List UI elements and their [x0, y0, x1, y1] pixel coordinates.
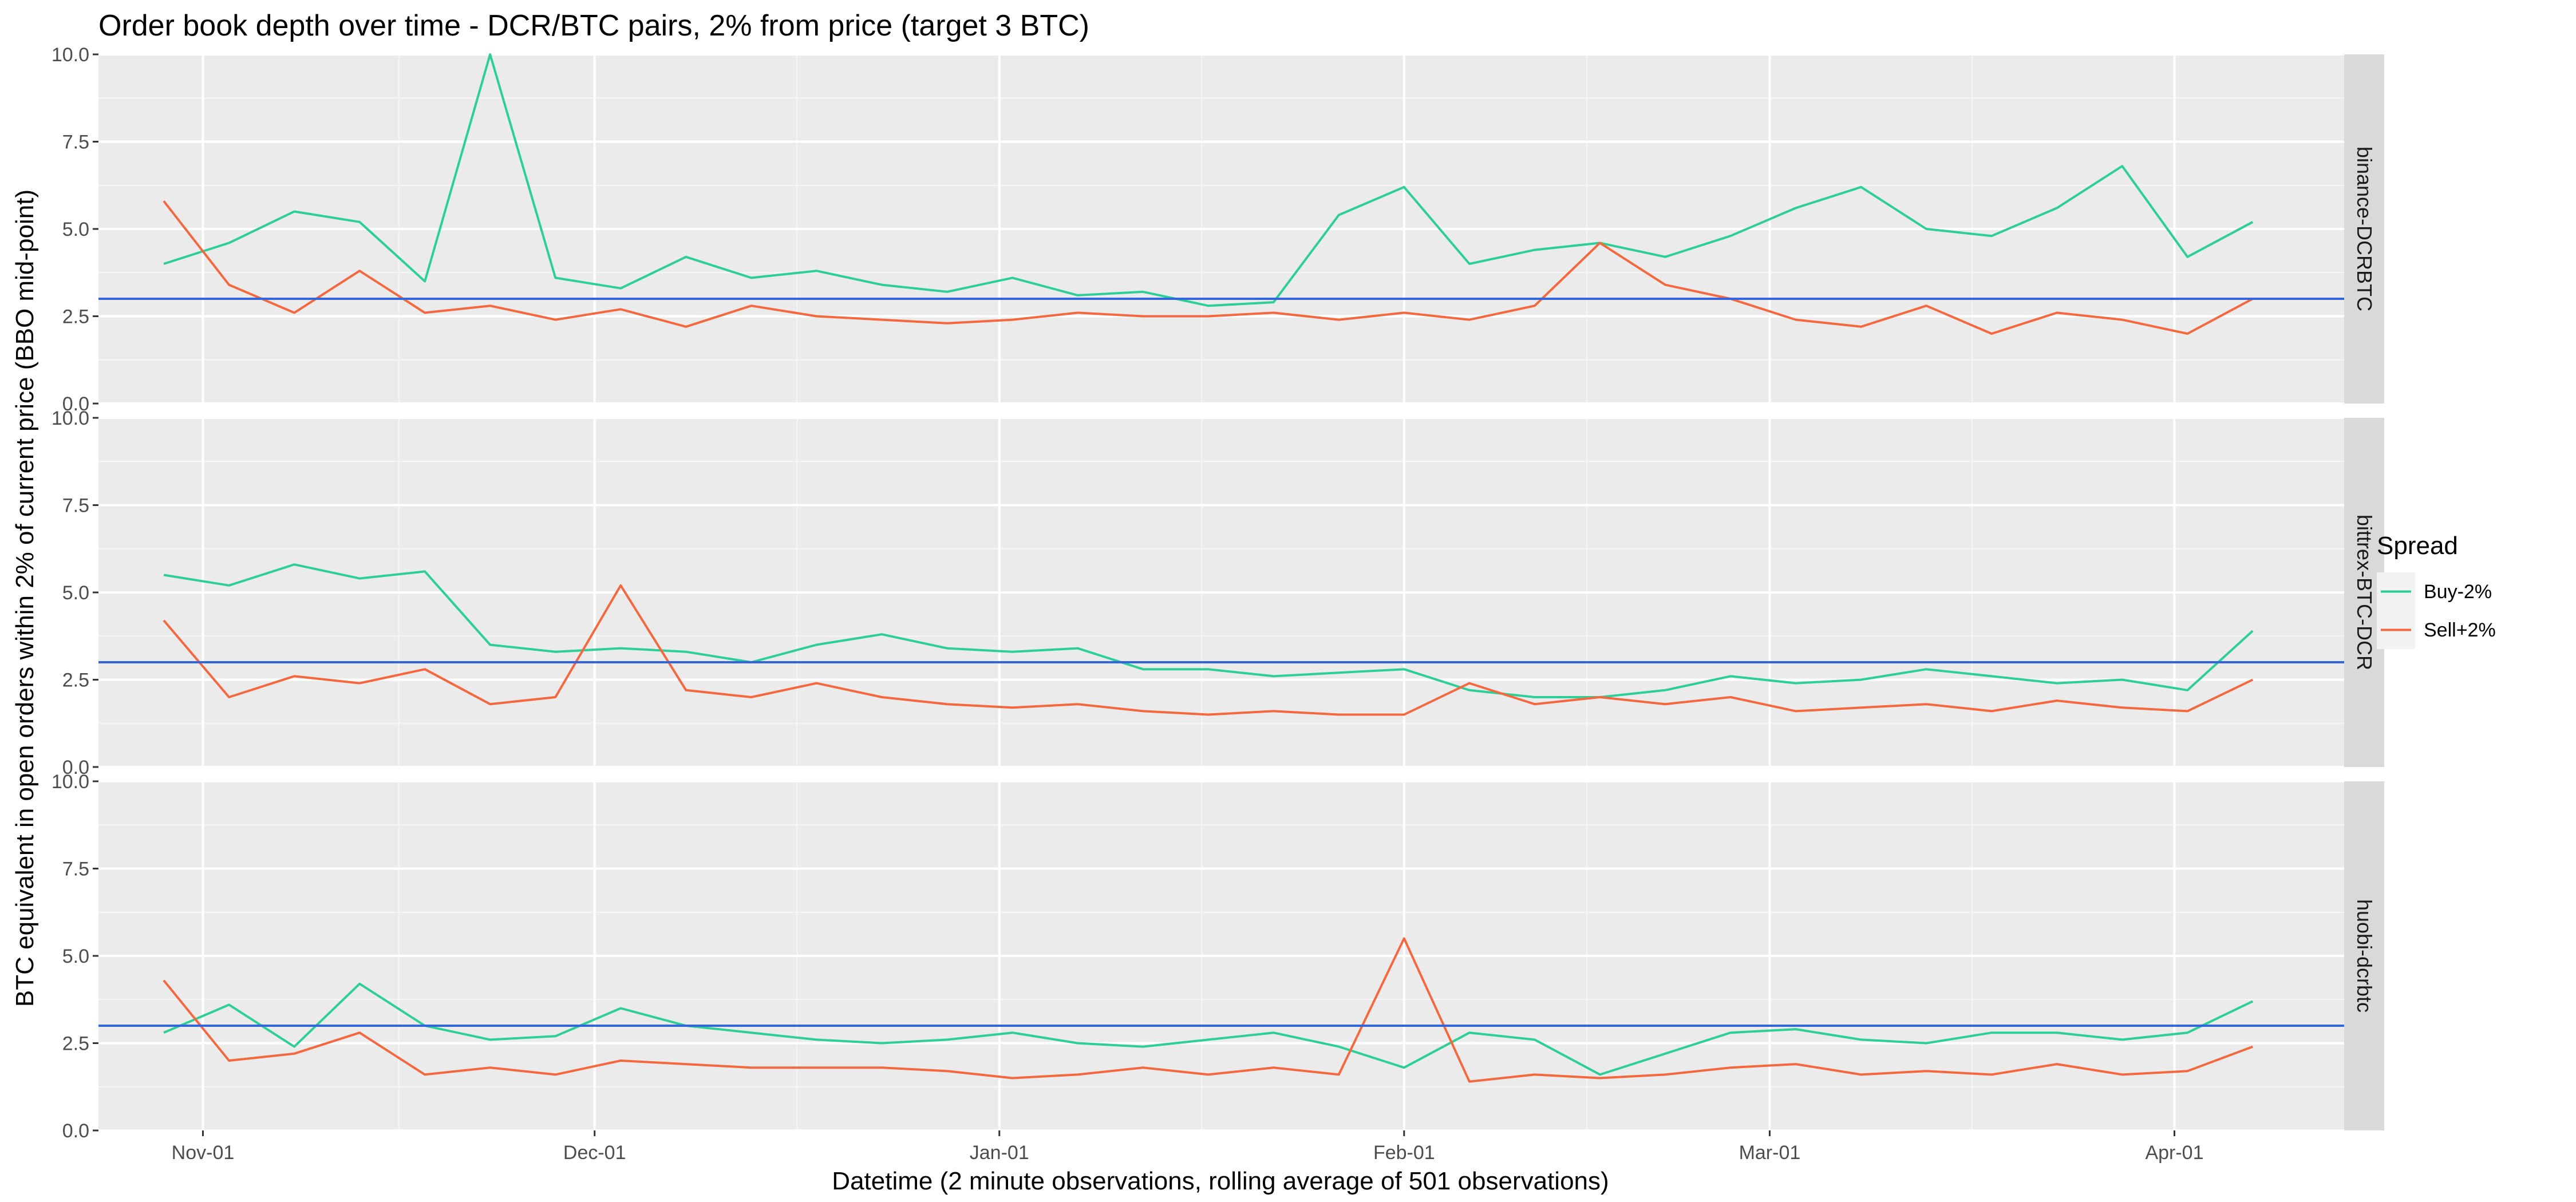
series-line-Buy-2% — [163, 563, 2254, 698]
facet-strip-label: binance-DCRBTC — [2353, 147, 2376, 311]
facet-panel-bittrex-BTC-DCR: 0.0 2.5 5.0 7.5 10.0 bittrex-BTC-DCR — [52, 408, 2384, 778]
y-tick-label: 7.5 — [62, 132, 89, 153]
legend-entry: Sell+2% — [2377, 611, 2496, 649]
y-tick-label: 2.5 — [62, 306, 89, 328]
x-tick-label: Apr-01 — [2145, 1142, 2203, 1164]
facet-strip — [2344, 781, 2384, 1130]
legend-title: Spread — [2377, 532, 2458, 560]
legend-entries: Buy-2% Sell+2% — [2377, 572, 2496, 649]
series-line-Sell+2% — [163, 584, 2254, 716]
y-tick-label: 2.5 — [62, 670, 89, 691]
facet-strip-label: huobi-dcrbtc — [2353, 899, 2376, 1013]
series-line-Sell+2% — [163, 200, 2254, 335]
y-tick-label: 0.0 — [62, 393, 89, 415]
facet-panels: 0.0 2.5 5.0 7.5 10.0 binance-DCRBTC 0.0 2.5 5.0 7… — [52, 44, 2384, 1142]
y-tick-label: 5.0 — [62, 219, 89, 240]
facet-strip — [2344, 54, 2384, 404]
y-tick-label: 10.0 — [52, 408, 89, 429]
facet-strip-label: bittrex-BTC-DCR — [2353, 515, 2376, 670]
series-line-Buy-2% — [163, 53, 2254, 307]
facet-panel-binance-DCRBTC: 0.0 2.5 5.0 7.5 10.0 binance-DCRBTC — [52, 44, 2384, 415]
y-tick-label: 10.0 — [52, 44, 89, 66]
legend-label: Buy-2% — [2424, 581, 2492, 603]
series-line-Buy-2% — [163, 982, 2254, 1076]
y-tick-label: 10.0 — [52, 771, 89, 793]
legend-label: Sell+2% — [2424, 619, 2496, 641]
y-tick-label: 0.0 — [62, 757, 89, 778]
y-tick-label: 5.0 — [62, 582, 89, 604]
y-tick-label: 0.0 — [62, 1120, 89, 1142]
x-axis-title: Datetime (2 minute observations, rolling… — [832, 1167, 1609, 1195]
legend-entry: Buy-2% — [2377, 572, 2492, 611]
x-tick-label: Jan-01 — [970, 1142, 1029, 1164]
x-tick-label: Dec-01 — [563, 1142, 626, 1164]
y-tick-label: 2.5 — [62, 1033, 89, 1055]
y-tick-label: 5.0 — [62, 946, 89, 967]
y-tick-label: 7.5 — [62, 859, 89, 880]
x-tick-label: Feb-01 — [1373, 1142, 1435, 1164]
chart-title: Order book depth over time - DCR/BTC pai… — [98, 9, 1089, 42]
legend: Spread Buy-2% Sell+2% — [2377, 532, 2496, 649]
x-tick-label: Mar-01 — [1739, 1142, 1801, 1164]
y-tick-label: 7.5 — [62, 495, 89, 517]
facet-panel-huobi-dcrbtc: 0.0 2.5 5.0 7.5 10.0 huobi-dcrbtc — [52, 771, 2384, 1142]
x-tick-label: Nov-01 — [172, 1142, 235, 1164]
x-axis: Nov-01 Dec-01 Jan-01 Feb-01 Mar-01 Apr-01 — [172, 1130, 2204, 1164]
y-axis-title: BTC equivalent in open orders within 2% … — [11, 189, 39, 1007]
series-line-Sell+2% — [163, 937, 2254, 1083]
